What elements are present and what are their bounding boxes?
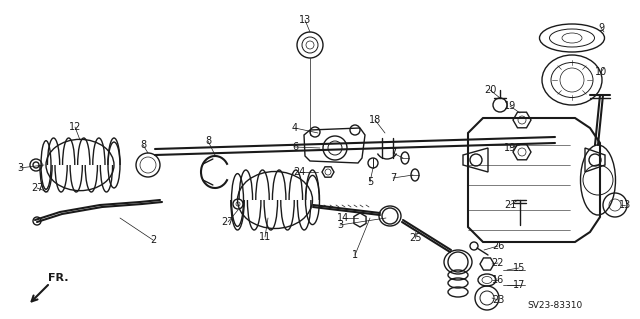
Text: 6: 6: [292, 142, 298, 152]
Text: 3: 3: [17, 163, 23, 173]
Text: SV23-83310: SV23-83310: [527, 300, 582, 309]
Text: 12: 12: [69, 122, 81, 132]
Text: 8: 8: [140, 140, 146, 150]
Text: 15: 15: [513, 263, 525, 273]
Text: 1: 1: [352, 250, 358, 260]
Text: 21: 21: [504, 200, 516, 210]
Text: 7: 7: [390, 173, 396, 183]
Text: 13: 13: [619, 200, 631, 210]
Text: 26: 26: [492, 241, 504, 251]
Text: 2: 2: [150, 235, 156, 245]
Text: 13: 13: [299, 15, 311, 25]
Text: 14: 14: [337, 213, 349, 223]
Text: 11: 11: [259, 232, 271, 242]
Text: 4: 4: [292, 123, 298, 133]
Text: 7: 7: [390, 148, 396, 158]
Text: 25: 25: [409, 233, 421, 243]
Text: 9: 9: [598, 23, 604, 33]
Text: 20: 20: [484, 85, 496, 95]
Text: 23: 23: [492, 295, 504, 305]
Text: 18: 18: [369, 115, 381, 125]
Text: FR.: FR.: [48, 273, 68, 283]
Text: 19: 19: [504, 143, 516, 153]
Text: 8: 8: [205, 136, 211, 146]
Text: 24: 24: [293, 167, 305, 177]
Text: 5: 5: [367, 177, 373, 187]
Text: 19: 19: [504, 101, 516, 111]
Text: 22: 22: [492, 258, 504, 268]
Text: 10: 10: [595, 67, 607, 77]
Text: 27: 27: [31, 183, 44, 193]
Text: 27: 27: [221, 217, 234, 227]
Text: 17: 17: [513, 280, 525, 290]
Text: 3: 3: [337, 220, 343, 230]
Text: 16: 16: [492, 275, 504, 285]
